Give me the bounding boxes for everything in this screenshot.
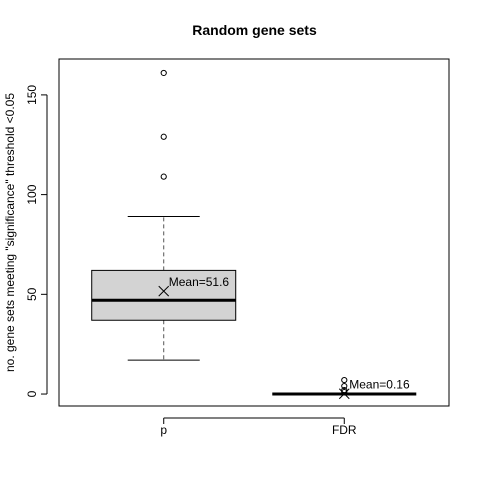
mean-label: Mean=51.6: [169, 275, 230, 289]
x-axis: p FDR: [160, 417, 357, 437]
y-tick-label: 100: [25, 184, 39, 204]
outlier-point: [160, 173, 167, 180]
outlier-point: [341, 388, 348, 396]
mean-marker: [158, 285, 170, 297]
chart-title: Random gene sets: [192, 22, 317, 38]
plot-frame: [58, 58, 450, 407]
boxes-layer: Mean=51.6 Mean=0.16: [91, 69, 417, 400]
outlier-point: [341, 386, 348, 394]
y-tick-label: 150: [25, 85, 39, 105]
box-p: Mean=51.6: [91, 69, 237, 361]
x-tick-label: FDR: [332, 423, 357, 437]
mean-marker: [338, 388, 350, 400]
iqr-box: [91, 269, 237, 321]
y-tick-label: 0: [25, 390, 39, 397]
outlier-point: [160, 133, 167, 140]
mean-label: Mean=0.16: [349, 378, 410, 392]
y-tick-label: 50: [25, 287, 39, 301]
y-axis-label: no. gene sets meeting "significance" thr…: [3, 93, 17, 372]
x-tick-label: p: [160, 423, 167, 437]
outlier-point: [341, 382, 348, 390]
box-FDR: Mean=0.16: [272, 376, 417, 400]
y-axis: 0 50 100 150: [25, 85, 48, 397]
outlier-point: [341, 376, 348, 384]
outlier-point: [160, 69, 167, 77]
